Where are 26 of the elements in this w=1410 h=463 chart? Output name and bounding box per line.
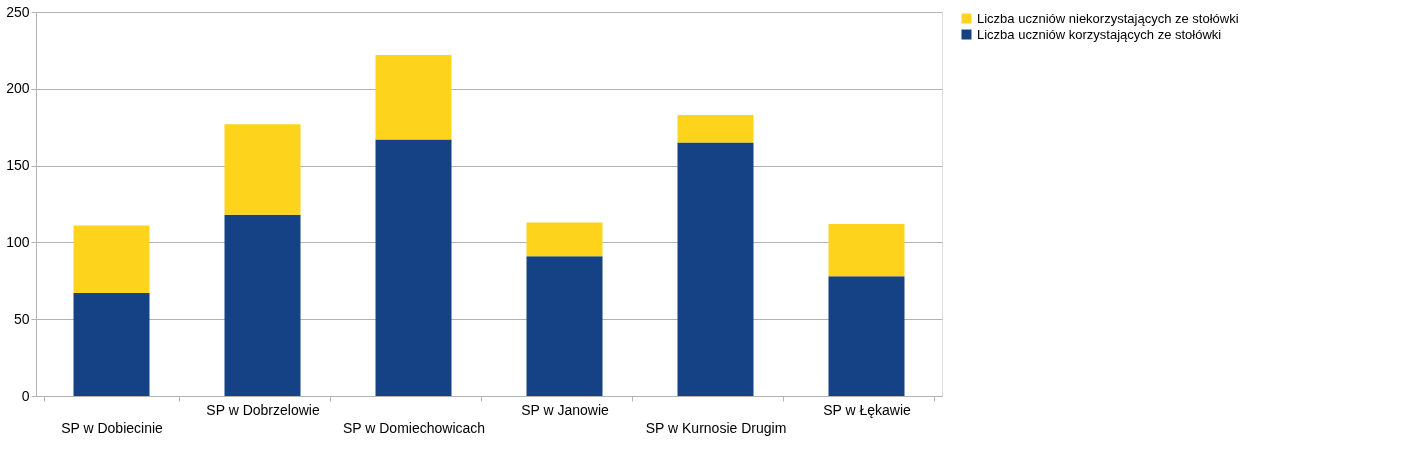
y-tick-label: 0 xyxy=(21,387,30,404)
bar xyxy=(224,214,301,396)
x-tick-label: SP w Janowie xyxy=(521,401,610,418)
bar xyxy=(677,114,754,143)
bar xyxy=(224,124,301,215)
y-tick-label: 250 xyxy=(6,3,30,20)
x-tick-label: SP w Kurnosie Drugim xyxy=(645,419,787,436)
legend-label: Liczba uczniów korzystających ze stołówki xyxy=(977,26,1222,42)
bar xyxy=(526,222,603,257)
bar xyxy=(677,142,754,396)
bar xyxy=(375,55,452,140)
bar xyxy=(375,139,452,396)
bar xyxy=(526,256,603,396)
bar xyxy=(73,293,150,396)
bar xyxy=(828,276,905,396)
x-tick-label: SP w Dobiecinie xyxy=(61,419,164,436)
x-tick-label: SP w Domiechowicach xyxy=(342,419,486,436)
y-tick-label: 100 xyxy=(6,233,30,250)
legend-label: Liczba uczniów niekorzystających ze stołówki xyxy=(977,10,1239,26)
bar xyxy=(73,225,150,294)
bar xyxy=(828,223,905,277)
x-tick-label: SP w Dobrzelowie xyxy=(206,401,320,418)
x-tick-label: SP w Łękawie xyxy=(823,401,912,418)
y-tick-label: 150 xyxy=(6,157,30,174)
y-tick-label: 200 xyxy=(6,80,30,97)
y-tick-label: 50 xyxy=(13,310,30,327)
